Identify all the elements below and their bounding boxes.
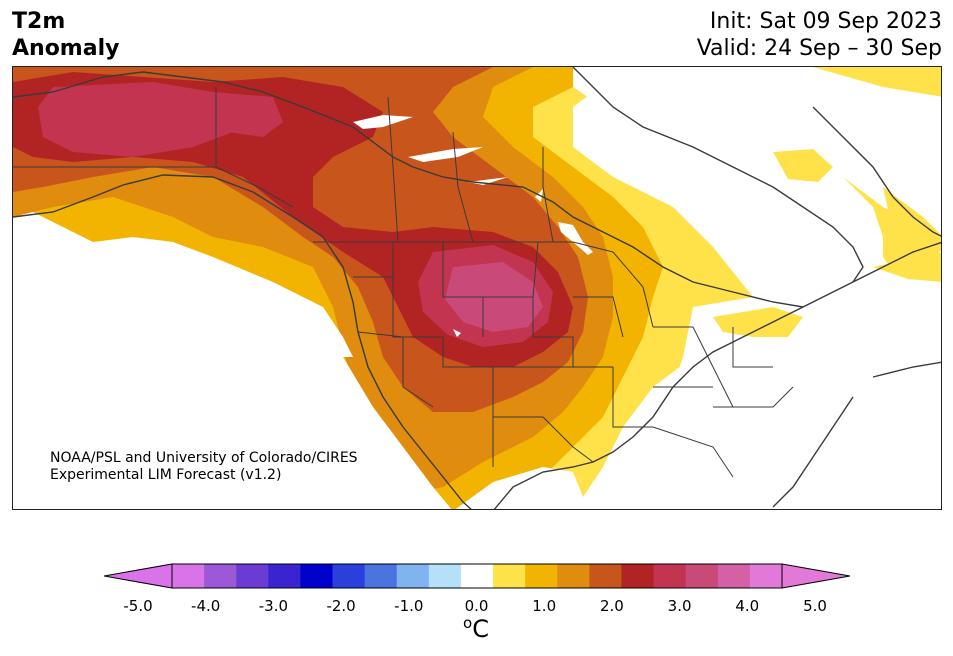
coastlines xyxy=(13,67,941,509)
colorbar-cell xyxy=(332,564,366,588)
colorbar-cell xyxy=(621,564,655,588)
colorbar-tick-label: 4.0 xyxy=(735,597,760,615)
forecast-credit: NOAA/PSL and University of Colorado/CIRE… xyxy=(50,450,358,484)
colorbar-cell xyxy=(396,564,430,588)
colorbar-cell xyxy=(589,564,622,588)
colorbar-cell xyxy=(204,564,237,588)
map-canvas xyxy=(13,67,941,509)
colorbar-frame xyxy=(171,563,783,589)
colorbar-tick-label: -4.0 xyxy=(191,597,221,615)
colorbar-tick-label: -1.0 xyxy=(394,597,424,615)
credit-line-1: NOAA/PSL and University of Colorado/CIRE… xyxy=(50,450,358,466)
colorbar-cell xyxy=(493,564,526,588)
colorbar-tick-label: -5.0 xyxy=(123,597,153,615)
colorbar-cell xyxy=(364,564,398,588)
colorbar-over-arrow xyxy=(781,563,850,589)
credit-line-2: Experimental LIM Forecast (v1.2) xyxy=(50,467,282,483)
colorbar-cell xyxy=(525,564,558,588)
anomaly-map: NOAA/PSL and University of Colorado/CIRE… xyxy=(12,66,942,510)
colorbar-tick-label: 0.0 xyxy=(464,597,489,615)
political-boundaries xyxy=(13,87,794,478)
colorbar-cell xyxy=(460,564,494,588)
forecast-dates: Init: Sat 09 Sep 2023 Valid: 24 Sep – 30… xyxy=(697,8,942,62)
colorbar-cell xyxy=(557,564,590,588)
colorbar-cell xyxy=(172,564,205,588)
colorbar-unit: oC xyxy=(463,614,489,643)
colorbar-tick-label: 5.0 xyxy=(803,597,827,615)
colorbar-tick-label: 3.0 xyxy=(667,597,692,615)
colorbar-cell xyxy=(717,564,751,588)
colorbar-tick-label: -3.0 xyxy=(258,597,289,615)
colorbar xyxy=(104,563,850,589)
valid-range: Valid: 24 Sep – 30 Sep xyxy=(696,36,942,61)
colorbar-cell xyxy=(300,564,334,588)
map-title: T2m Anomaly xyxy=(12,8,119,62)
colorbar-cell xyxy=(685,564,719,588)
init-date: Init: Sat 09 Sep 2023 xyxy=(709,9,942,34)
colorbar-cell xyxy=(428,564,462,588)
title-variable: T2m xyxy=(12,9,66,34)
colorbar-tick-label: -2.0 xyxy=(326,597,356,615)
title-anomaly: Anomaly xyxy=(12,36,120,61)
colorbar-tick-label: 1.0 xyxy=(532,597,557,615)
colorbar-under-arrow xyxy=(104,563,173,589)
contour-3-0 xyxy=(38,82,253,157)
colorbar-tick-label: 2.0 xyxy=(599,597,624,615)
colorbar-cell xyxy=(653,564,687,588)
colorbar-cell xyxy=(268,564,301,588)
colorbar-cell xyxy=(749,564,783,588)
colorbar-cell xyxy=(236,564,269,588)
